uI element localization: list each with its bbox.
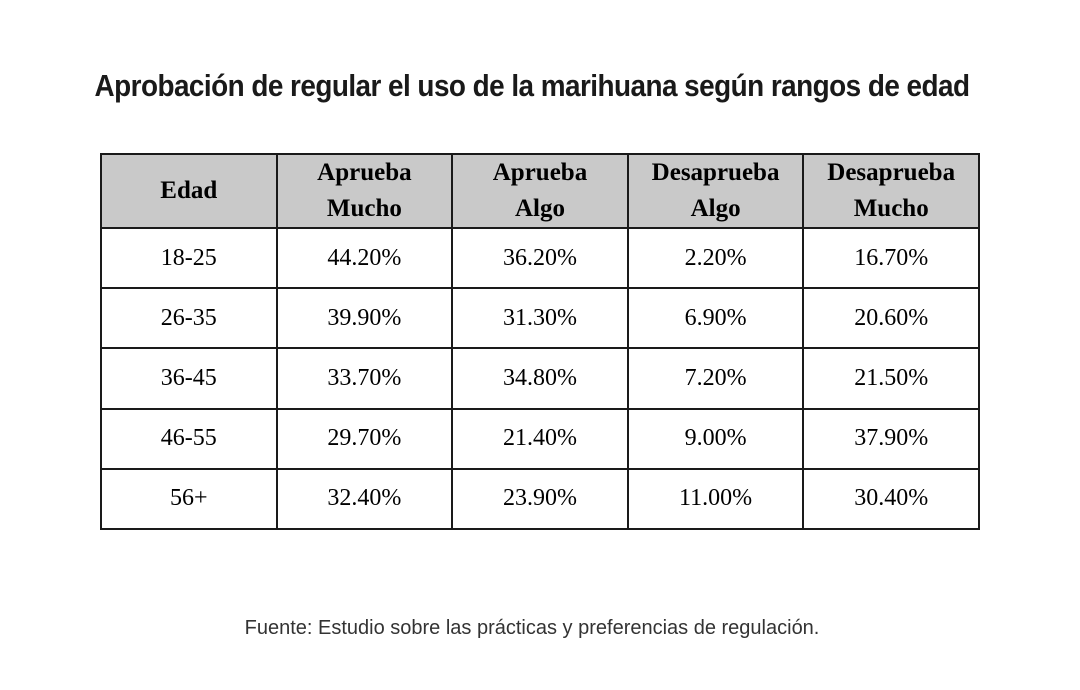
cell-desaprueba-mucho: 20.60% <box>802 287 980 350</box>
cell-edad: 56+ <box>100 467 278 531</box>
cell-aprueba-algo: 31.30% <box>451 287 629 350</box>
data-table: Edad Aprueba Mucho Aprueba Algo Desaprue… <box>100 153 980 531</box>
cell-aprueba-mucho: 32.40% <box>275 467 454 531</box>
column-header-edad: Edad <box>100 153 278 229</box>
table-row: 18-25 44.20% 36.20% 2.20% 16.70% <box>100 226 980 290</box>
table-row: 36-45 33.70% 34.80% 7.20% 21.50% <box>100 347 980 410</box>
cell-edad: 18-25 <box>100 226 278 290</box>
header-row: Edad Aprueba Mucho Aprueba Algo Desaprue… <box>100 153 980 229</box>
cell-desaprueba-mucho: 30.40% <box>802 467 980 531</box>
cell-desaprueba-mucho: 37.90% <box>802 407 980 470</box>
column-header-line2: Mucho <box>853 195 929 222</box>
table-row: 26-35 39.90% 31.30% 6.90% 20.60% <box>100 287 980 350</box>
cell-aprueba-algo: 23.90% <box>451 467 629 531</box>
column-header-line1: Aprueba <box>317 159 412 186</box>
cell-desaprueba-algo: 11.00% <box>626 467 805 531</box>
table-header: Edad Aprueba Mucho Aprueba Algo Desaprue… <box>100 153 980 229</box>
cell-aprueba-mucho: 44.20% <box>275 226 454 290</box>
cell-edad: 46-55 <box>100 407 278 470</box>
column-header-line1: Desaprueba <box>827 159 956 186</box>
cell-desaprueba-algo: 9.00% <box>626 407 805 470</box>
chart-title: Aprobación de regular el uso de la marih… <box>94 68 971 103</box>
cell-edad: 36-45 <box>100 347 278 410</box>
cell-edad: 26-35 <box>100 287 278 350</box>
cell-aprueba-mucho: 29.70% <box>275 407 454 470</box>
column-header-aprueba-mucho: Aprueba Mucho <box>275 153 454 229</box>
source-note: Fuente: Estudio sobre las prácticas y pr… <box>244 617 820 639</box>
column-header-aprueba-algo: Aprueba Algo <box>451 153 629 229</box>
cell-aprueba-algo: 21.40% <box>451 407 629 470</box>
cell-desaprueba-algo: 2.20% <box>626 226 805 290</box>
table-body: 18-25 44.20% 36.20% 2.20% 16.70% 26-35 3… <box>100 226 980 531</box>
column-header-line1: Aprueba <box>492 159 588 186</box>
table-row: 46-55 29.70% 21.40% 9.00% 37.90% <box>100 407 980 470</box>
column-header-line2: Algo <box>514 195 565 222</box>
cell-desaprueba-algo: 6.90% <box>626 287 805 350</box>
column-header-line2: Algo <box>690 195 741 222</box>
cell-aprueba-mucho: 39.90% <box>275 287 454 350</box>
cell-aprueba-algo: 36.20% <box>451 226 629 290</box>
column-header-desaprueba-mucho: Desaprueba Mucho <box>802 153 980 229</box>
cell-desaprueba-mucho: 16.70% <box>802 226 980 290</box>
column-header-line2: Mucho <box>326 195 402 222</box>
table-row: 56+ 32.40% 23.90% 11.00% 30.40% <box>100 467 980 531</box>
column-header-desaprueba-algo: Desaprueba Algo <box>626 153 805 229</box>
cell-desaprueba-algo: 7.20% <box>626 347 805 410</box>
cell-aprueba-mucho: 33.70% <box>275 347 454 410</box>
column-header-line1: Desaprueba <box>651 159 780 186</box>
cell-desaprueba-mucho: 21.50% <box>802 347 980 410</box>
cell-aprueba-algo: 34.80% <box>451 347 629 410</box>
column-header-line1: Edad <box>160 177 218 204</box>
